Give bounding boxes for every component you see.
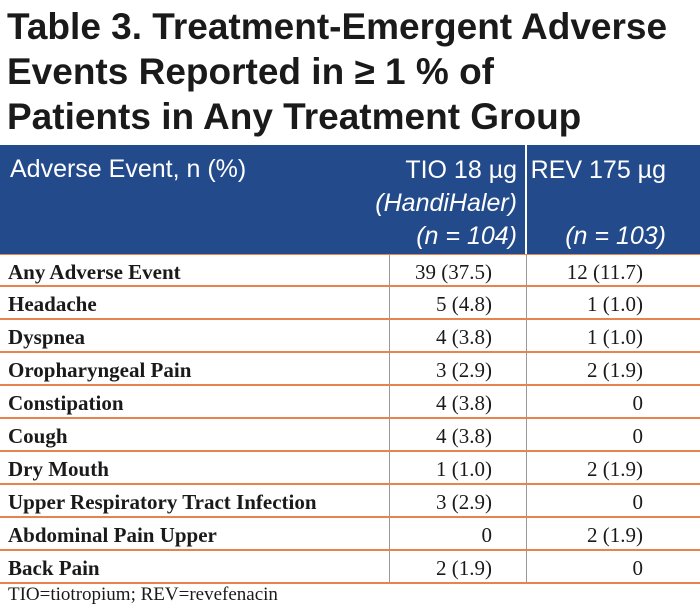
table-row: Back Pain 2 (1.9) 0	[0, 551, 700, 584]
row-tio-value: 2 (1.9)	[436, 556, 492, 580]
row-event: Constipation	[8, 391, 124, 415]
column-separator	[389, 485, 390, 516]
table-row: Dry Mouth 1 (1.0) 2 (1.9)	[0, 452, 700, 485]
column-separator	[389, 386, 390, 417]
header-tio: TIO 18 µg (HandiHaler) (n = 104)	[375, 154, 517, 253]
row-tio-value: 4 (3.8)	[436, 325, 492, 349]
column-separator	[389, 419, 390, 450]
column-separator	[526, 452, 527, 483]
row-event: Oropharyngeal Pain	[8, 358, 192, 382]
row-event: Dyspnea	[8, 325, 86, 349]
row-rev-value: 2 (1.9)	[587, 523, 643, 547]
table-row: Oropharyngeal Pain 3 (2.9) 2 (1.9)	[0, 353, 700, 386]
title-line: Table 3. Treatment-Emergent Adverse	[7, 6, 668, 47]
row-event: Abdominal Pain Upper	[8, 523, 217, 547]
column-separator	[389, 320, 390, 351]
title-line: Events Reported in ≥ 1 % of	[7, 51, 494, 92]
table-row: Cough 4 (3.8) 0	[0, 419, 700, 452]
row-tio-value: 3 (2.9)	[436, 358, 492, 382]
table-title: Table 3. Treatment-Emergent Adverse Even…	[7, 4, 697, 139]
table-row: Upper Respiratory Tract Infection 3 (2.9)…	[0, 485, 700, 518]
table-body: Any Adverse Event 39 (37.5) 12 (11.7) Heada…	[0, 254, 700, 584]
column-separator	[526, 419, 527, 450]
row-rev-value: 12 (11.7)	[566, 260, 643, 284]
row-rev-value: 2 (1.9)	[587, 358, 643, 382]
column-separator	[526, 255, 527, 285]
row-tio-value: 4 (3.8)	[436, 424, 492, 448]
table-row: Dyspnea 4 (3.8) 1 (1.0)	[0, 320, 700, 353]
column-separator	[526, 518, 527, 549]
row-event: Upper Respiratory Tract Infection	[8, 490, 317, 514]
header-adverse-event: Adverse Event, n (%)	[10, 155, 247, 183]
row-tio-value: 3 (2.9)	[436, 490, 492, 514]
row-event: Headache	[8, 292, 97, 316]
row-tio-value: 0	[481, 523, 493, 547]
row-event: Back Pain	[8, 556, 100, 580]
column-separator	[389, 287, 390, 318]
header-rev-drug: REV 175 µg	[530, 156, 666, 184]
row-tio-value: 39 (37.5)	[415, 260, 492, 284]
row-event: Dry Mouth	[8, 457, 109, 481]
column-separator	[526, 386, 527, 417]
header-divider	[525, 145, 527, 254]
table-row: Constipation 4 (3.8) 0	[0, 386, 700, 419]
column-separator	[526, 551, 527, 582]
row-tio-value: 5 (4.8)	[436, 292, 492, 316]
column-separator	[389, 518, 390, 549]
column-separator	[526, 353, 527, 384]
column-separator	[389, 452, 390, 483]
column-separator	[389, 551, 390, 582]
column-separator	[526, 320, 527, 351]
table-header: Adverse Event, n (%) TIO 18 µg (HandiHal…	[0, 145, 700, 254]
row-tio-value: 1 (1.0)	[436, 457, 492, 481]
row-event: Cough	[8, 424, 68, 448]
row-tio-value: 4 (3.8)	[436, 391, 492, 415]
column-separator	[526, 485, 527, 516]
header-rev: REV 175 µg (n = 103)	[531, 154, 666, 253]
row-rev-value: 0	[632, 556, 644, 580]
header-rev-spacer	[531, 187, 666, 220]
table-row: Headache 5 (4.8) 1 (1.0)	[0, 287, 700, 320]
header-tio-n: (n = 104)	[416, 222, 517, 250]
row-rev-value: 2 (1.9)	[587, 457, 643, 481]
row-rev-value: 1 (1.0)	[587, 325, 643, 349]
title-line: Patients in Any Treatment Group	[7, 96, 582, 137]
row-event: Any Adverse Event	[8, 260, 181, 284]
header-tio-device: (HandiHaler)	[375, 189, 517, 217]
column-separator	[526, 287, 527, 318]
column-separator	[389, 353, 390, 384]
header-tio-drug: TIO 18 µg	[405, 156, 517, 184]
table-row: Abdominal Pain Upper 0 2 (1.9)	[0, 518, 700, 551]
row-rev-value: 0	[632, 490, 644, 514]
footnote: TIO=tiotropium; REV=revefenacin	[8, 584, 278, 605]
header-rev-n: (n = 103)	[565, 222, 666, 250]
row-rev-value: 1 (1.0)	[587, 292, 643, 316]
table-row: Any Adverse Event 39 (37.5) 12 (11.7)	[0, 254, 700, 287]
column-separator	[389, 255, 390, 285]
row-rev-value: 0	[632, 424, 644, 448]
row-rev-value: 0	[632, 391, 644, 415]
